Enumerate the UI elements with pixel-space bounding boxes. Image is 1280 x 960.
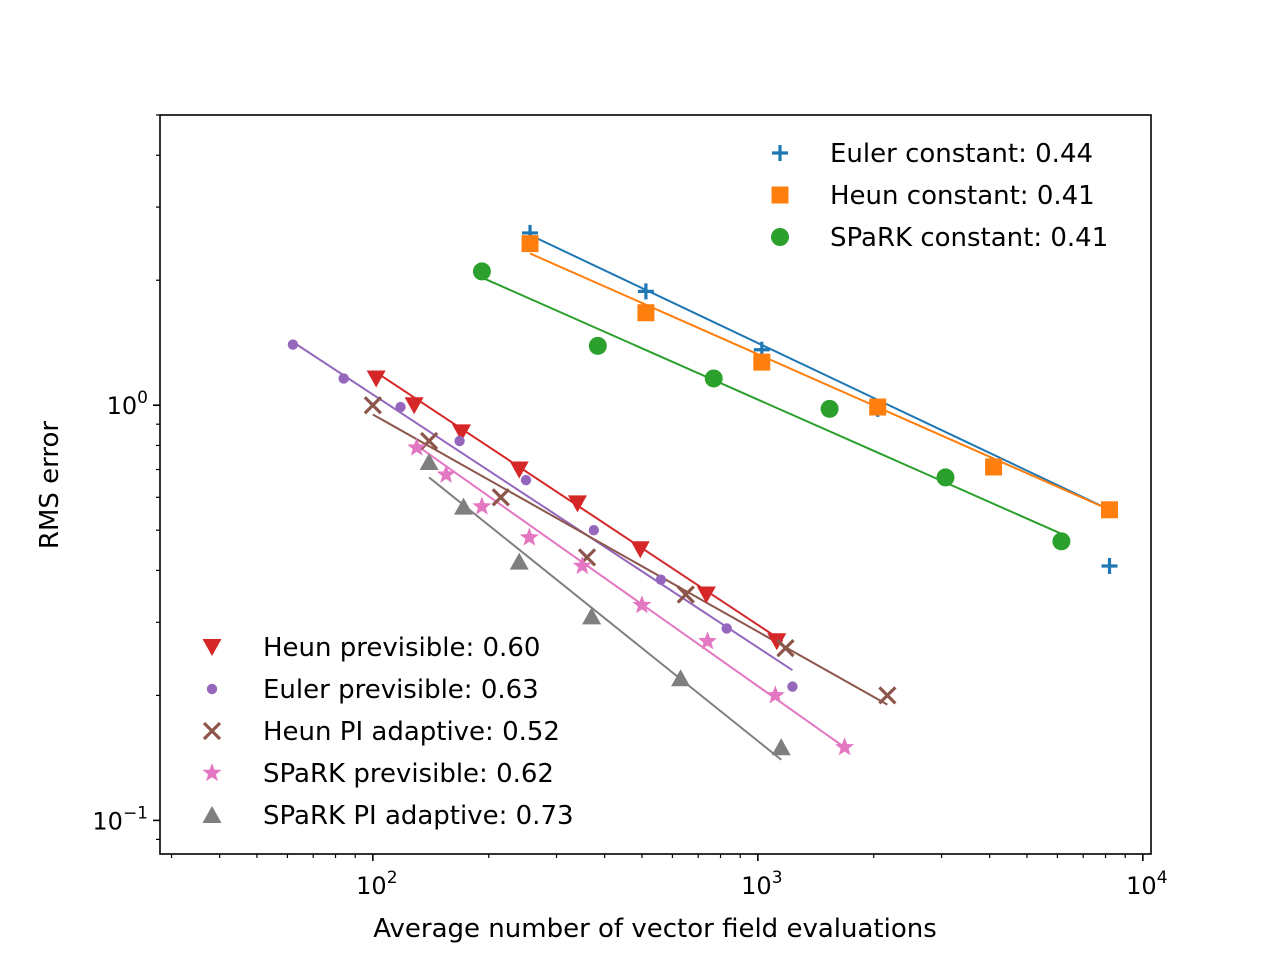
data-point-heun_const	[1100, 501, 1118, 519]
data-point-euler_prev	[787, 681, 798, 692]
data-point-heun_prev	[696, 586, 716, 604]
data-point-spark_const	[472, 262, 491, 281]
data-point-spark_prev	[697, 631, 718, 650]
legend-marker-heun_pi	[202, 721, 222, 741]
data-point-heun_const	[521, 235, 539, 253]
data-point-euler_const	[637, 283, 654, 300]
data-point-spark_prev	[835, 737, 855, 756]
data-point-heun_pi	[676, 585, 695, 604]
fit-lines	[292, 234, 1110, 761]
x-tick-label: 103	[741, 868, 782, 900]
data-point-heun_prev	[366, 370, 386, 388]
legend-marker-heun_prev	[202, 639, 222, 656]
x-tick-label: 104	[1126, 868, 1167, 900]
fit-line-heun_pi	[372, 413, 888, 706]
legend-label-euler_const: Euler constant: 0.44	[830, 139, 1093, 169]
legend-label-spark_const: SPaRK constant: 0.41	[830, 223, 1108, 253]
data-point-spark_prev	[472, 496, 492, 515]
data-point-heun_prev	[567, 495, 587, 513]
data-point-heun_const	[753, 353, 771, 371]
data-point-heun_pi	[363, 396, 382, 415]
y-axis-label: RMS error	[35, 421, 65, 550]
data-point-spark_prev	[519, 527, 539, 546]
data-point-euler_prev	[520, 474, 532, 486]
data-point-spark_pi	[454, 497, 474, 515]
y-tick-label: 100	[107, 388, 148, 420]
data-point-heun_const	[985, 458, 1003, 476]
legend-label-euler_prev: Euler previsible: 0.63	[263, 675, 539, 705]
data-point-spark_prev	[632, 595, 652, 614]
data-point-spark_prev	[407, 437, 427, 456]
legend-marker-euler_prev	[206, 683, 218, 695]
data-point-spark_const	[1052, 532, 1071, 551]
data-point-heun_prev	[509, 461, 529, 479]
axes: 102 103 104 100 10−1	[92, 114, 1168, 900]
x-tick-label: 102	[356, 868, 397, 900]
legend-marker-spark_pi	[202, 806, 222, 823]
data-point-heun_pi	[878, 686, 897, 705]
data-point-spark_const	[588, 336, 607, 355]
data-point-heun_prev	[630, 541, 650, 559]
data-point-euler_prev	[655, 574, 667, 585]
data-point-euler_prev	[338, 373, 349, 384]
y-tick-label: 10−1	[92, 803, 148, 835]
fit-line-spark_const	[481, 276, 1062, 535]
legend-label-heun_pi: Heun PI adaptive: 0.52	[263, 717, 560, 747]
data-point-spark_prev	[572, 555, 592, 575]
data-point-spark_const	[820, 399, 839, 418]
data-point-euler_prev	[454, 435, 465, 447]
data-point-heun_const	[869, 398, 887, 416]
plot-frame	[159, 114, 1152, 855]
legend: Euler constant: 0.44 Heun constant: 0.41 S…	[202, 139, 1108, 831]
data-point-spark_const	[936, 468, 955, 487]
data-point-heun_pi	[776, 638, 795, 658]
data-point-heun_const	[637, 304, 655, 322]
data-markers	[287, 224, 1118, 756]
data-point-heun_pi	[491, 488, 510, 507]
legend-label-spark_pi: SPaRK PI adaptive: 0.73	[263, 801, 574, 831]
fit-line-heun_const	[529, 252, 1110, 511]
legend-marker-spark_const	[771, 228, 789, 246]
data-point-heun_prev	[452, 424, 472, 442]
data-point-spark_pi	[771, 738, 791, 756]
data-point-heun_prev	[404, 397, 424, 415]
data-point-euler_prev	[721, 623, 732, 634]
data-point-euler_prev	[395, 401, 406, 413]
data-point-heun_prev	[767, 633, 787, 651]
x-axis-label: Average number of vector field evaluatio…	[373, 914, 937, 944]
data-point-spark_pi	[419, 452, 439, 470]
data-point-euler_prev	[287, 339, 299, 350]
data-point-spark_prev	[436, 464, 456, 483]
data-point-euler_prev	[588, 524, 600, 536]
legend-marker-euler_const	[772, 145, 788, 161]
fit-line-spark_pi	[428, 476, 782, 761]
legend-label-heun_const: Heun constant: 0.41	[830, 181, 1095, 211]
legend-label-heun_prev: Heun previsible: 0.60	[263, 633, 540, 663]
data-point-euler_const	[1101, 557, 1118, 574]
data-point-spark_const	[704, 369, 723, 388]
fit-line-euler_const	[529, 234, 1110, 511]
data-point-spark_prev	[765, 685, 785, 704]
data-point-spark_pi	[509, 552, 529, 570]
legend-marker-heun_const	[771, 186, 789, 204]
fit-line-euler_prev	[292, 341, 794, 672]
legend-marker-spark_prev	[202, 763, 222, 782]
data-point-spark_pi	[671, 669, 691, 687]
data-point-spark_pi	[582, 607, 602, 625]
legend-label-spark_prev: SPaRK previsible: 0.62	[263, 759, 554, 789]
